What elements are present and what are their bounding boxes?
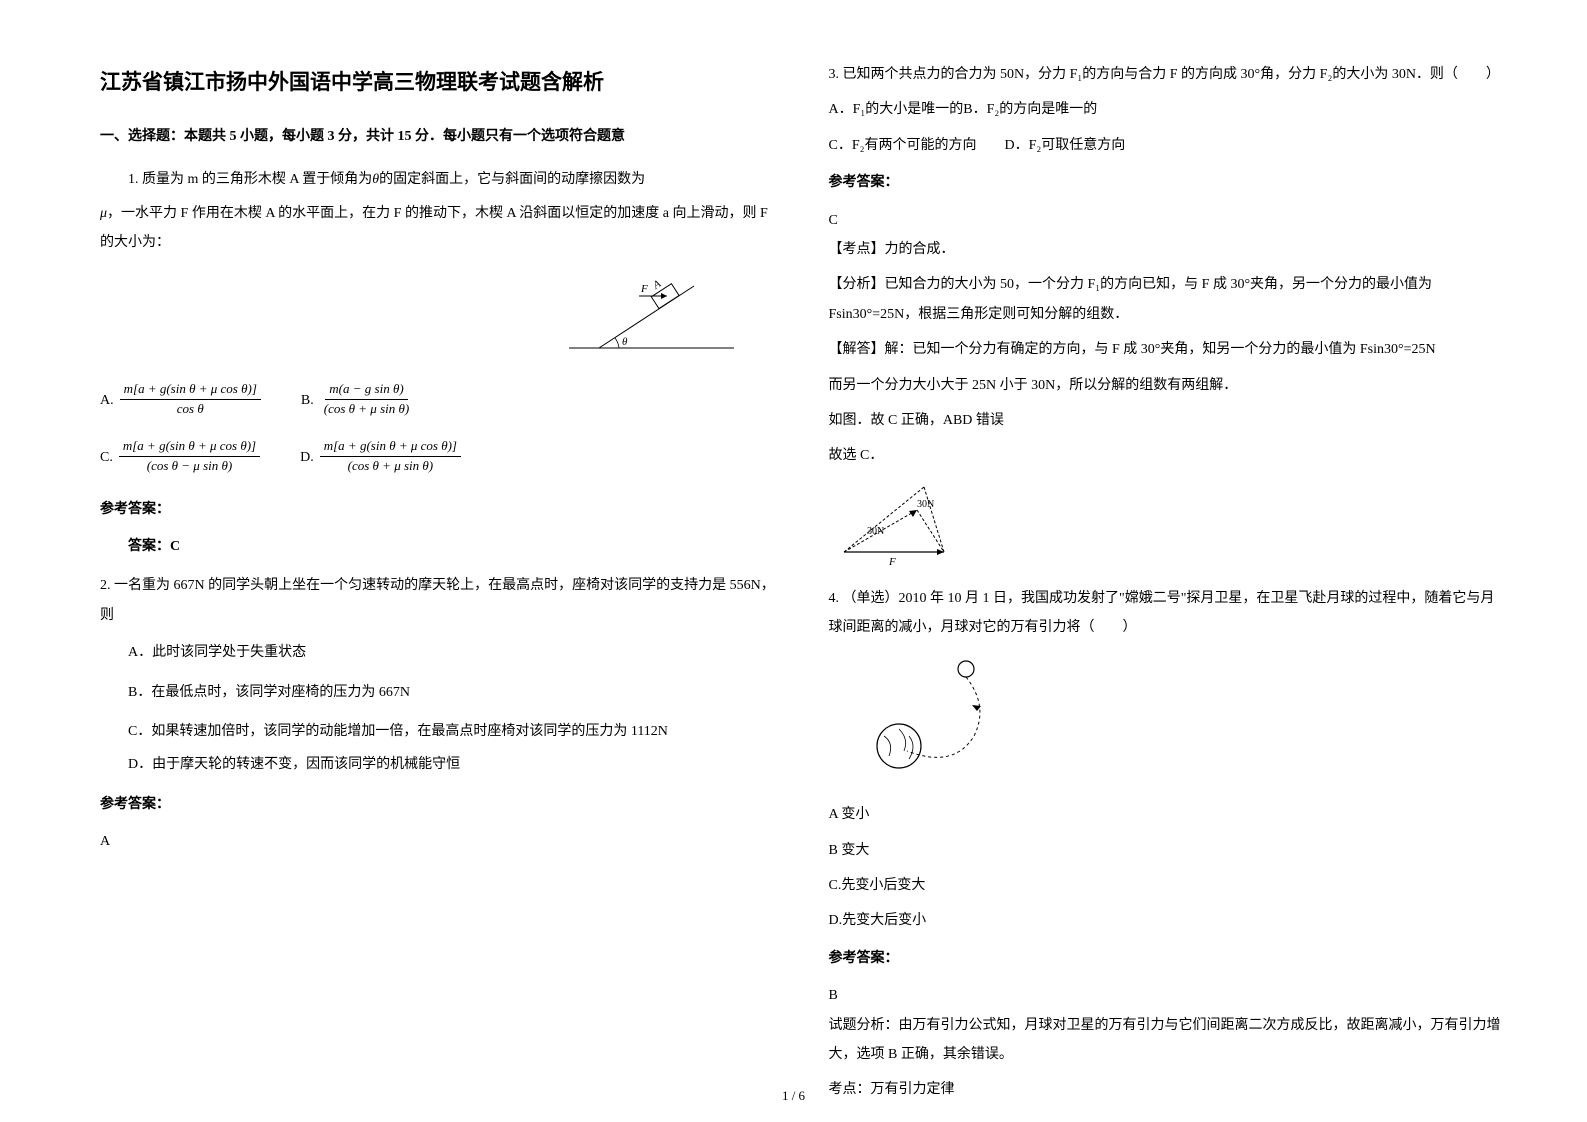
q4-opt-b: B 变大 xyxy=(829,836,1508,865)
page-number: 1 / 6 xyxy=(782,1088,805,1104)
q3-opt-c: C．F₂有两个可能的方向 xyxy=(829,138,977,153)
q1-stem-line2: μ，一水平力 F 作用在木楔 A 的水平面上，在力 F 的推动下，木楔 A 沿斜… xyxy=(100,199,779,258)
exam-title: 江苏省镇江市扬中外国语中学高三物理联考试题含解析 xyxy=(100,60,779,104)
svg-text:θ: θ xyxy=(622,336,628,348)
q4-answer: B xyxy=(829,981,1508,1010)
q3-fenxi: 【分析】已知合力的大小为 50，一个分力 F₁的方向已知，与 F 成 30°夹角… xyxy=(829,270,1508,329)
opt-b-den: (cos θ + μ sin θ) xyxy=(320,400,413,418)
orbit-diagram xyxy=(859,651,1508,792)
incline-svg: θ A F xyxy=(559,268,739,358)
q4-stem: 4. （单选）2010 年 10 月 1 日，我国成功发射了"嫦娥二号"探月卫星… xyxy=(829,584,1508,643)
opt-c-fraction: m[a + g(sin θ + μ cos θ)] (cos θ − μ sin… xyxy=(119,438,260,475)
orbit-svg xyxy=(859,651,1019,781)
force-vector-diagram: F 30N 30N xyxy=(829,477,1508,578)
vector-svg: F 30N 30N xyxy=(829,477,979,567)
q2-opt-c: C．如果转速加倍时，该同学的动能增加一倍，在最高点时座椅对该同学的压力为 111… xyxy=(100,717,779,746)
q1-option-a: A. m[a + g(sin θ + μ cos θ)] cos θ xyxy=(100,381,261,418)
q3-opts-line2: C．F₂有两个可能的方向 D．F₂可取任意方向 xyxy=(829,131,1508,160)
q3-jieda2: 而另一个分力大小大于 25N 小于 30N，所以分解的组数有两组解． xyxy=(829,371,1508,400)
opt-b-num: m(a − g sin θ) xyxy=(325,381,407,400)
q1-text-2: 的固定斜面上，它与斜面间的动摩擦因数为 xyxy=(379,172,645,187)
q3-jieda3: 如图．故 C 正确，ABD 错误 xyxy=(829,406,1508,435)
mu-symbol: μ xyxy=(100,206,107,221)
opt-b-fraction: m(a − g sin θ) (cos θ + μ sin θ) xyxy=(320,381,413,418)
q4-opt-d: D.先变大后变小 xyxy=(829,906,1508,935)
svg-text:F: F xyxy=(888,556,896,567)
q3-jieda1: 【解答】解：已知一个分力有确定的方向，与 F 成 30°夹角，知另一个分力的最小… xyxy=(829,335,1508,364)
opt-a-label: A. xyxy=(100,386,114,417)
q3-answer-label: 参考答案： xyxy=(829,168,1508,197)
q3-opt-b: B．F₂的方向是唯一的 xyxy=(963,102,1097,117)
right-column: 3. 已知两个共点力的合力为 50N，分力 F₁的方向与合力 F 的方向成 30… xyxy=(829,60,1508,1060)
q1-stem: 1. 质量为 m 的三角形木楔 A 置于倾角为θ的固定斜面上，它与斜面间的动摩擦… xyxy=(100,165,779,194)
svg-text:30N: 30N xyxy=(917,499,934,510)
q2-opt-d: D．由于摩天轮的转速不变，因而该同学的机械能守恒 xyxy=(100,750,779,779)
opt-c-num: m[a + g(sin θ + μ cos θ)] xyxy=(119,438,260,457)
q1-option-d: D. m[a + g(sin θ + μ cos θ)] (cos θ + μ … xyxy=(300,438,461,475)
left-column: 江苏省镇江市扬中外国语中学高三物理联考试题含解析 一、选择题：本题共 5 小题，… xyxy=(100,60,779,1060)
q1-options-row1: A. m[a + g(sin θ + μ cos θ)] cos θ B. m(… xyxy=(100,381,779,418)
q1-option-c: C. m[a + g(sin θ + μ cos θ)] (cos θ − μ … xyxy=(100,438,260,475)
q3-opt-d: D．F₂可取任意方向 xyxy=(1005,138,1126,153)
q3-opt-a: A．F₁的大小是唯一的 xyxy=(829,102,964,117)
q3-opts-line1: A．F₁的大小是唯一的B．F₂的方向是唯一的 xyxy=(829,95,1508,124)
opt-c-label: C. xyxy=(100,443,113,474)
opt-d-num: m[a + g(sin θ + μ cos θ)] xyxy=(320,438,461,457)
q4-answer-label: 参考答案： xyxy=(829,944,1508,973)
q2-answer: A xyxy=(100,827,779,856)
q1-text-1: 1. 质量为 m 的三角形木楔 A 置于倾角为 xyxy=(128,172,372,187)
q3-jieda4: 故选 C． xyxy=(829,441,1508,470)
q2-opt-b: B．在最低点时，该同学对座椅的压力为 667N xyxy=(100,678,779,707)
q1-text-3: ，一水平力 F 作用在木楔 A 的水平面上，在力 F 的推动下，木楔 A 沿斜面… xyxy=(100,206,768,250)
q2-options: A．此时该同学处于失重状态 B．在最低点时，该同学对座椅的压力为 667N C．… xyxy=(100,638,779,780)
q4-kaodian: 考点：万有引力定律 xyxy=(829,1075,1508,1104)
opt-d-label: D. xyxy=(300,443,314,474)
opt-a-den: cos θ xyxy=(173,400,208,418)
q4-opt-a: A 变小 xyxy=(829,800,1508,829)
q2-opt-a: A．此时该同学处于失重状态 xyxy=(100,638,779,667)
q4-opt-c: C.先变小后变大 xyxy=(829,871,1508,900)
opt-c-den: (cos θ − μ sin θ) xyxy=(143,457,236,475)
q3-kaodian: 【考点】力的合成． xyxy=(829,235,1508,264)
q1-answer-label: 参考答案： xyxy=(100,495,779,524)
opt-b-label: B. xyxy=(301,386,314,417)
incline-figure: θ A F xyxy=(100,268,739,369)
q2-answer-label: 参考答案： xyxy=(100,790,779,819)
q1-options-row2: C. m[a + g(sin θ + μ cos θ)] (cos θ − μ … xyxy=(100,438,779,475)
q3-answer: C xyxy=(829,206,1508,235)
q1-option-b: B. m(a − g sin θ) (cos θ + μ sin θ) xyxy=(301,381,413,418)
opt-a-fraction: m[a + g(sin θ + μ cos θ)] cos θ xyxy=(120,381,261,418)
q2-stem: 2. 一名重为 667N 的同学头朝上坐在一个匀速转动的摩天轮上，在最高点时，座… xyxy=(100,571,779,630)
opt-d-fraction: m[a + g(sin θ + μ cos θ)] (cos θ + μ sin… xyxy=(320,438,461,475)
q1-answer: 答案：C xyxy=(100,532,779,561)
q4-fenxi: 试题分析：由万有引力公式知，月球对卫星的万有引力与它们间距离二次方成反比，故距离… xyxy=(829,1011,1508,1070)
q3-stem: 3. 已知两个共点力的合力为 50N，分力 F₁的方向与合力 F 的方向成 30… xyxy=(829,60,1508,89)
page-columns: 江苏省镇江市扬中外国语中学高三物理联考试题含解析 一、选择题：本题共 5 小题，… xyxy=(100,60,1507,1060)
opt-a-num: m[a + g(sin θ + μ cos θ)] xyxy=(120,381,261,400)
section-1-heading: 一、选择题：本题共 5 小题，每小题 3 分，共计 15 分．每小题只有一个选项… xyxy=(100,122,779,151)
svg-text:F: F xyxy=(640,283,648,295)
opt-d-den: (cos θ + μ sin θ) xyxy=(344,457,437,475)
